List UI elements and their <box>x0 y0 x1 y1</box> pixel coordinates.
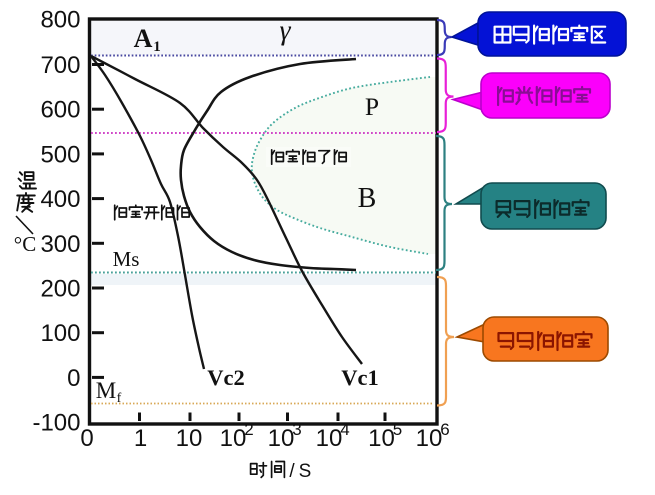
svg-text:1: 1 <box>134 425 147 452</box>
svg-text:/: / <box>289 461 295 482</box>
svg-text:200: 200 <box>40 276 80 303</box>
svg-text:10: 10 <box>316 425 343 452</box>
svg-text:10: 10 <box>368 425 395 452</box>
svg-text:Vc1: Vc1 <box>341 365 379 390</box>
svg-text:800: 800 <box>40 6 80 33</box>
svg-text:600: 600 <box>40 97 80 124</box>
svg-text:-100: -100 <box>32 410 80 437</box>
svg-text:1: 1 <box>153 39 161 55</box>
svg-text:400: 400 <box>40 186 80 213</box>
svg-text:300: 300 <box>40 231 80 258</box>
svg-text:Ms: Ms <box>113 247 140 271</box>
svg-text:500: 500 <box>40 141 80 168</box>
svg-text:0: 0 <box>67 365 80 392</box>
svg-text:°C: °C <box>14 232 36 256</box>
svg-text:10: 10 <box>416 425 443 452</box>
svg-text:P: P <box>365 92 379 121</box>
svg-text:10: 10 <box>176 425 203 452</box>
svg-text:M: M <box>96 378 116 403</box>
svg-text:S: S <box>299 461 312 482</box>
svg-text:γ: γ <box>279 16 291 47</box>
svg-text:10: 10 <box>268 425 295 452</box>
svg-text:4: 4 <box>340 420 349 439</box>
svg-text:2: 2 <box>244 420 253 439</box>
svg-text:10: 10 <box>220 425 247 452</box>
svg-text:0: 0 <box>80 425 93 452</box>
svg-text:B: B <box>358 183 377 214</box>
svg-text:5: 5 <box>393 420 402 439</box>
svg-text:100: 100 <box>40 320 80 347</box>
svg-text:6: 6 <box>440 420 449 439</box>
svg-text:700: 700 <box>40 52 80 79</box>
svg-text:A: A <box>134 24 153 53</box>
svg-text:f: f <box>117 391 122 406</box>
svg-text:Vc2: Vc2 <box>207 365 245 390</box>
svg-text:3: 3 <box>292 420 301 439</box>
